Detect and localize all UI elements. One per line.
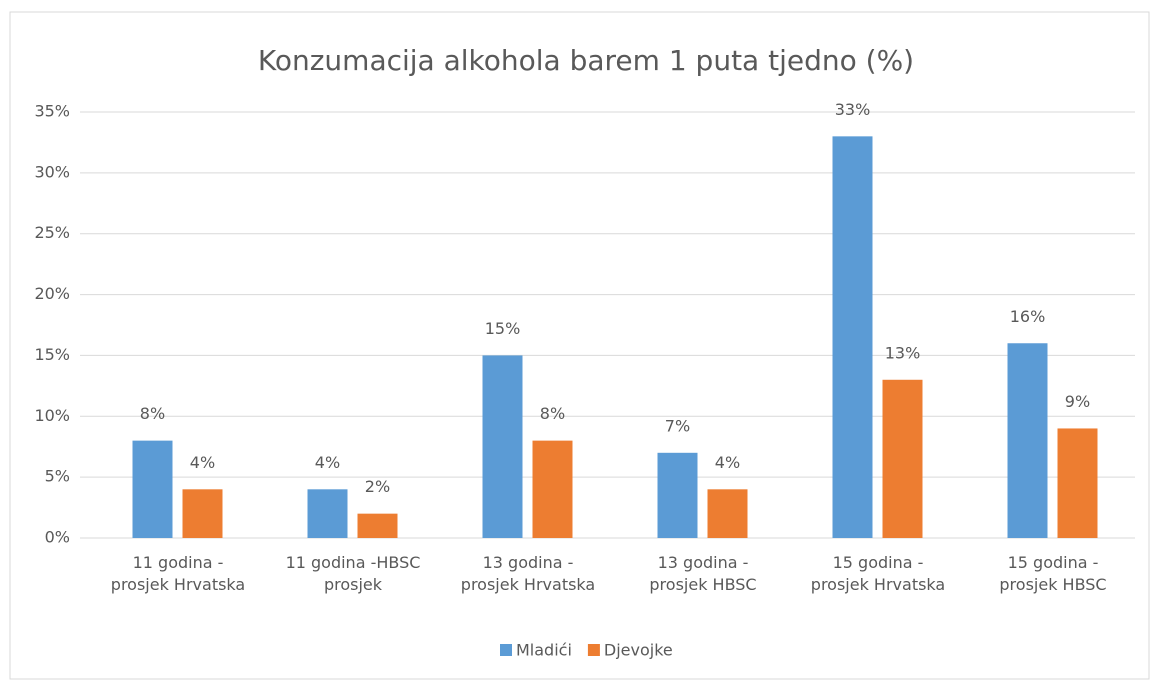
y-tick-label: 5% — [45, 467, 70, 486]
x-tick-label: 13 godina - prosjek Hrvatska — [460, 553, 596, 594]
x-tick-label: 11 godina - prosjek Hrvatska — [110, 553, 246, 594]
data-label: 8% — [140, 404, 165, 423]
data-label: 15% — [485, 319, 521, 338]
bar — [1057, 428, 1098, 538]
y-tick-label: 25% — [34, 223, 70, 242]
y-tick-label: 0% — [45, 528, 70, 547]
x-tick-label: 15 godina - prosjek Hrvatska — [810, 553, 946, 594]
data-label: 7% — [665, 416, 690, 435]
legend-label: Mladići — [516, 641, 572, 660]
legend-label: Djevojke — [604, 641, 673, 660]
legend-swatch — [587, 644, 600, 656]
data-label: 4% — [190, 453, 215, 472]
data-label: 8% — [540, 404, 565, 423]
chart-border — [9, 11, 1150, 680]
bar — [707, 489, 748, 538]
bar — [132, 440, 173, 538]
bar — [357, 513, 398, 538]
x-tick-label: 13 godina - prosjek HBSC — [649, 553, 757, 594]
bar — [1007, 343, 1048, 538]
bar — [832, 136, 873, 539]
legend-swatch — [500, 644, 512, 656]
y-tick-label: 10% — [34, 406, 70, 425]
x-tick-label: 15 godina - prosjek HBSC — [999, 553, 1107, 594]
y-tick-label: 15% — [34, 345, 70, 364]
bar — [882, 379, 923, 538]
data-label: 4% — [315, 453, 340, 472]
y-tick-label: 20% — [34, 284, 70, 303]
bar — [482, 355, 523, 538]
chart-title: Konzumacija alkohola barem 1 puta tjedno… — [258, 44, 914, 77]
bar — [657, 452, 698, 538]
data-label: 9% — [1065, 392, 1090, 411]
y-tick-label: 35% — [34, 102, 70, 121]
bar — [307, 489, 348, 538]
data-label: 33% — [835, 100, 871, 119]
bar — [182, 489, 223, 538]
data-label: 2% — [365, 477, 390, 496]
y-tick-label: 30% — [34, 162, 70, 181]
data-label: 16% — [1010, 307, 1046, 326]
x-tick-label: 11 godina -HBSC prosjek — [285, 553, 421, 594]
data-label: 13% — [885, 343, 921, 362]
data-label: 4% — [715, 453, 740, 472]
bar — [532, 440, 573, 538]
